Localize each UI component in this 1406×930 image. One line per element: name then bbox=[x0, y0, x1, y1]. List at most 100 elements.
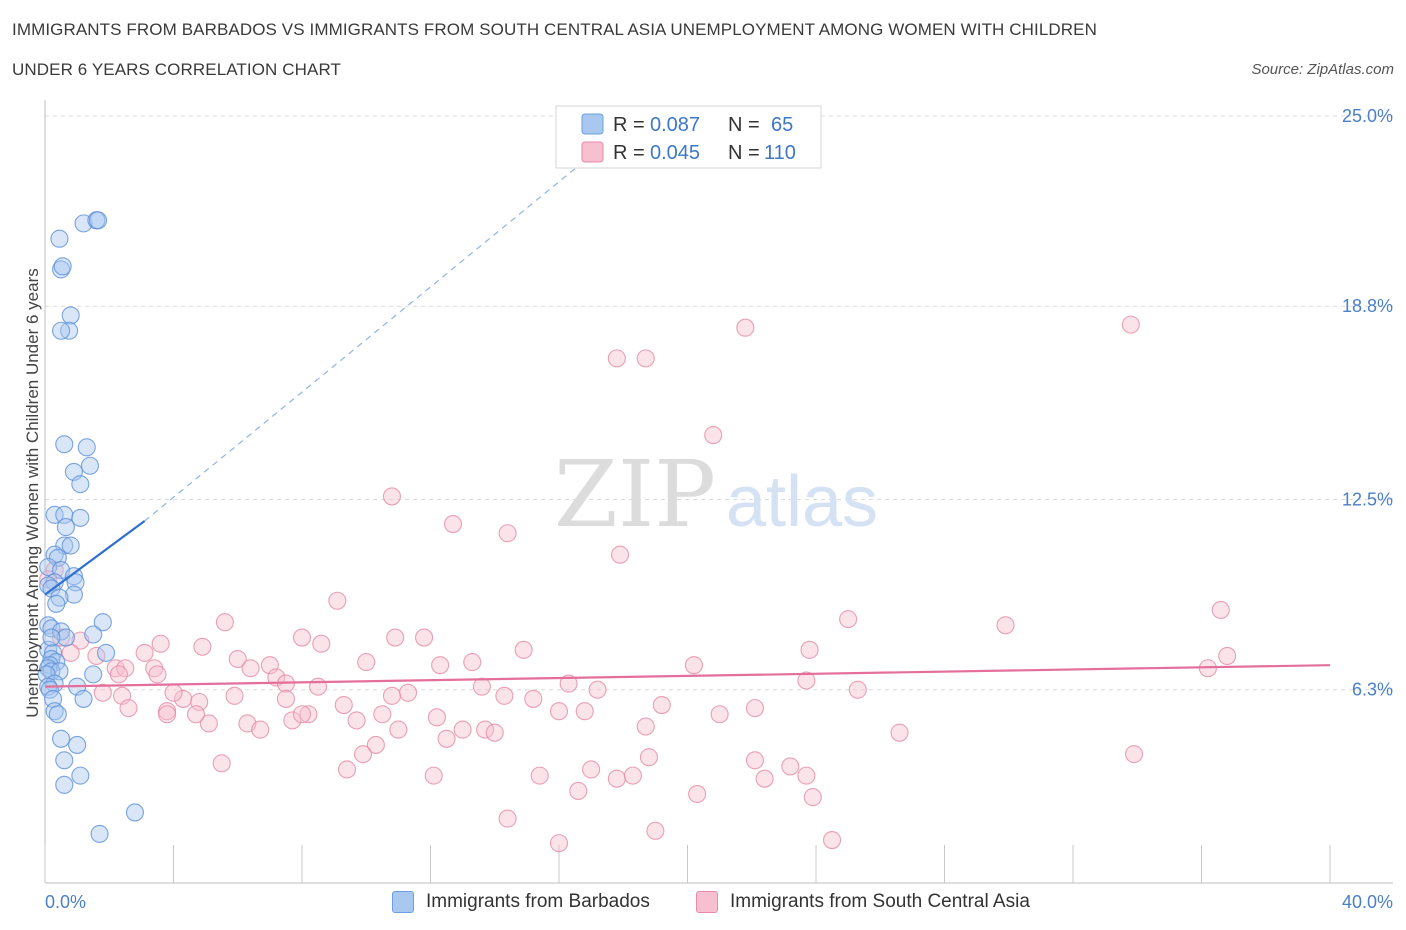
south-central-asia-point-20 bbox=[415, 628, 434, 647]
barbados-point-32 bbox=[93, 613, 112, 632]
south-central-asia-point-33 bbox=[431, 656, 450, 675]
south-central-asia-point-51 bbox=[225, 686, 244, 705]
barbados-point-57 bbox=[52, 729, 71, 748]
stats-n-label-south-central-asia: N = bbox=[728, 142, 760, 164]
grid-lines bbox=[45, 115, 1393, 691]
south-central-asia-point-35 bbox=[684, 656, 703, 675]
barbados-point-44 bbox=[39, 659, 58, 678]
south-central-asia-point-70 bbox=[299, 705, 318, 724]
south-central-asia-point-46 bbox=[472, 677, 491, 696]
south-central-asia-point-5 bbox=[382, 487, 402, 506]
x-tick-label-max: 40.0% bbox=[1342, 892, 1393, 912]
barbados-point-5 bbox=[53, 257, 72, 276]
stats-legend-row-south-central-asia: R = 0.045 N = 110 bbox=[581, 141, 796, 164]
south-central-asia-point-104 bbox=[498, 809, 517, 828]
south-central-asia-point-91 bbox=[212, 754, 231, 773]
stats-r-value-south-central-asia: 0.045 bbox=[650, 142, 700, 164]
south-central-asia-point-34 bbox=[463, 653, 482, 672]
barbados-point-35 bbox=[52, 622, 71, 641]
stats-r-label-barbados: R = bbox=[613, 114, 645, 136]
south-central-asia-point-2 bbox=[607, 349, 626, 368]
barbados-point-29 bbox=[64, 585, 83, 604]
south-central-asia-point-83 bbox=[636, 717, 655, 736]
barbados-point-34 bbox=[42, 619, 61, 638]
south-central-asia-point-106 bbox=[549, 834, 569, 853]
stats-legend: R = 0.087 N = 65 R = 0.045 N = 110 bbox=[555, 105, 822, 169]
south-central-asia-point-99 bbox=[755, 769, 774, 788]
south-central-asia-point-86 bbox=[437, 729, 456, 748]
south-central-asia-point-27 bbox=[228, 649, 247, 669]
south-central-asia-point-78 bbox=[251, 720, 270, 739]
barbados-point-3 bbox=[50, 229, 69, 248]
south-central-asia-point-87 bbox=[353, 745, 373, 764]
south-central-asia-point-90 bbox=[1124, 745, 1144, 764]
south-central-asia-point-50 bbox=[848, 680, 867, 699]
south-central-asia-point-1 bbox=[1121, 315, 1140, 334]
barbados-point-62 bbox=[125, 803, 144, 822]
south-central-asia-point-98 bbox=[530, 766, 549, 785]
south-central-asia-point-61 bbox=[93, 683, 112, 702]
legend-item-barbados[interactable]: Immigrants from Barbados bbox=[392, 889, 650, 915]
south-central-asia-point-94 bbox=[582, 760, 601, 779]
axes bbox=[44, 100, 1393, 884]
south-central-asia-point-18 bbox=[292, 628, 312, 647]
south-central-asia-point-102 bbox=[688, 784, 707, 804]
legend-label-south-central-asia: Immigrants from South Central Asia bbox=[730, 891, 1030, 912]
barbados-point-14 bbox=[45, 505, 64, 524]
barbados-point-48 bbox=[84, 665, 103, 684]
south-central-asia-point-71 bbox=[373, 705, 392, 724]
south-central-asia-point-30 bbox=[135, 643, 154, 662]
barbados-point-16 bbox=[71, 508, 90, 527]
south-central-asia-point-69 bbox=[745, 699, 765, 718]
south-central-asia-point-4 bbox=[704, 426, 723, 445]
south-central-asia-point-53 bbox=[495, 686, 514, 705]
south-central-asia-point-22 bbox=[151, 634, 170, 653]
south-central-asia-point-11 bbox=[328, 591, 347, 610]
south-central-asia-point-54 bbox=[524, 689, 543, 708]
south-central-asia-point-107 bbox=[823, 830, 842, 850]
y-axis-label: Unemployment Among Women with Children U… bbox=[23, 268, 42, 717]
stats-n-value-south-central-asia: 110 bbox=[764, 142, 796, 164]
south-central-asia-point-101 bbox=[569, 781, 588, 801]
barbados-point-2 bbox=[88, 211, 108, 230]
barbados-point-59 bbox=[55, 751, 74, 770]
south-central-asia-point-36 bbox=[241, 659, 260, 678]
barbados-trend-extension bbox=[144, 115, 640, 522]
legend-item-south-central-asia[interactable]: Immigrants from South Central Asia bbox=[696, 889, 1030, 915]
south-central-asia-point-28 bbox=[87, 646, 106, 666]
south-central-asia-point-93 bbox=[337, 760, 357, 779]
barbados-point-10 bbox=[77, 438, 96, 457]
south-central-asia-point-58 bbox=[276, 689, 295, 708]
south-central-asia-point-62 bbox=[119, 699, 138, 718]
south-central-asia-point-67 bbox=[652, 696, 671, 715]
south-central-asia-point-105 bbox=[646, 821, 665, 840]
south-central-asia-point-49 bbox=[797, 671, 816, 690]
y-tick-labels: 6.3% 12.5% 18.8% 25.0% bbox=[1342, 106, 1393, 700]
barbados-point-31 bbox=[47, 594, 66, 613]
legend-label-barbados: Immigrants from Barbados bbox=[426, 891, 650, 912]
stats-swatch-south-central-asia bbox=[581, 141, 604, 163]
south-central-asia-point-95 bbox=[607, 769, 626, 788]
y-tick-label-0: 6.3% bbox=[1352, 680, 1393, 700]
barbados-point-63 bbox=[90, 824, 109, 843]
south-central-asia-point-19 bbox=[386, 628, 405, 647]
south-central-asia-point-97 bbox=[424, 766, 443, 785]
barbados-point-36 bbox=[56, 628, 75, 647]
south-central-asia-point-74 bbox=[199, 714, 218, 733]
south-central-asia-point-103 bbox=[803, 788, 822, 807]
barbados-point-19 bbox=[61, 536, 80, 555]
south-central-asia-point-47 bbox=[559, 674, 578, 693]
south-central-asia-point-23 bbox=[193, 637, 212, 656]
south-central-asia-point-31 bbox=[1218, 646, 1237, 666]
barbados-point-60 bbox=[71, 766, 90, 785]
south-central-asia-point-77 bbox=[347, 711, 366, 730]
south-central-asia-point-68 bbox=[710, 705, 729, 724]
legend-swatch-south-central-asia bbox=[696, 891, 718, 913]
chart-source: Source: ZipAtlas.com bbox=[1251, 61, 1394, 78]
south-central-asia-points bbox=[39, 315, 1237, 853]
stats-swatch-barbados bbox=[581, 113, 604, 135]
south-central-asia-point-6 bbox=[443, 514, 463, 534]
south-central-asia-point-92 bbox=[781, 757, 800, 776]
south-central-asia-point-66 bbox=[575, 702, 594, 721]
